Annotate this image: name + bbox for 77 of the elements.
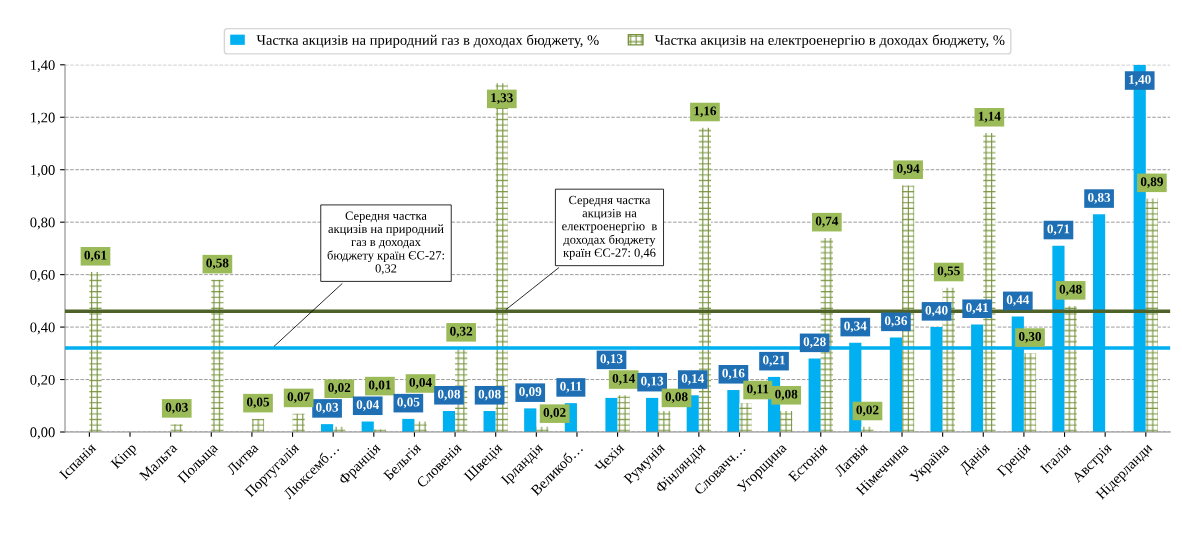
y-tick-label: 1,40 bbox=[31, 60, 55, 73]
data-label: 0,05 bbox=[397, 397, 420, 409]
ref-line-label: Середня частка акцизів на природний газ в доходах бюджету країн ЄС-27: 0,32 bbox=[327, 211, 444, 275]
data-label: 0,03 bbox=[165, 402, 188, 414]
data-label: 0,83 bbox=[1088, 192, 1111, 204]
data-label: 0,30 bbox=[1018, 331, 1042, 343]
legend-label: Частка акцизів на природний газ в доходах бюджету, % bbox=[256, 34, 599, 48]
data-label: 0,11 bbox=[747, 384, 769, 396]
data-label: 0,55 bbox=[937, 266, 960, 278]
data-label: 0,05 bbox=[246, 397, 270, 409]
bar bbox=[402, 418, 415, 432]
bar bbox=[646, 397, 659, 432]
y-tick-label: 0,80 bbox=[30, 217, 55, 230]
data-label: 0,13 bbox=[600, 354, 623, 366]
data-label: 0,71 bbox=[1047, 224, 1070, 236]
y-tick-label: 0,00 bbox=[30, 427, 55, 440]
bar bbox=[658, 411, 671, 432]
data-label: 0,02 bbox=[543, 408, 566, 419]
data-label: 0,02 bbox=[328, 383, 351, 394]
bar bbox=[414, 421, 427, 432]
bar bbox=[483, 411, 496, 432]
data-label: 0,34 bbox=[844, 321, 867, 333]
y-tick-label: 0,40 bbox=[30, 322, 55, 335]
x-tick-label: Кіпр bbox=[110, 442, 139, 472]
data-label: 0,16 bbox=[722, 368, 745, 380]
data-label: 0,04 bbox=[356, 400, 380, 411]
bar bbox=[1064, 306, 1077, 432]
data-label: 0,41 bbox=[966, 303, 989, 314]
data-label: 0,58 bbox=[206, 258, 229, 270]
data-label: 0,32 bbox=[450, 326, 473, 338]
data-label: 0,14 bbox=[681, 373, 705, 385]
bar bbox=[1023, 353, 1037, 432]
data-label: 1,33 bbox=[491, 93, 513, 105]
data-label: 0,08 bbox=[478, 389, 501, 401]
y-tick-label: 1,00 bbox=[31, 165, 55, 178]
data-label: 0,36 bbox=[884, 316, 908, 328]
bar bbox=[211, 279, 224, 432]
data-label: 1,14 bbox=[978, 111, 1001, 123]
legend-label: Частка акцизів на електроенергію в доходах бюджету, % bbox=[654, 34, 1005, 48]
bar bbox=[605, 397, 618, 432]
bar bbox=[1145, 198, 1158, 432]
y-tick-label: 0,20 bbox=[30, 374, 55, 387]
bar bbox=[251, 418, 265, 432]
data-label: 0,40 bbox=[925, 305, 948, 317]
bar bbox=[739, 403, 752, 432]
data-label: 1,40 bbox=[1129, 74, 1151, 86]
data-label: 0,03 bbox=[316, 402, 339, 414]
data-label: 0,07 bbox=[287, 392, 310, 404]
data-label: 0,14 bbox=[612, 373, 635, 385]
data-label: 0,01 bbox=[368, 380, 391, 392]
y-tick-label: 1,20 bbox=[31, 112, 55, 125]
data-label: 0,21 bbox=[762, 355, 785, 367]
data-label: 1,16 bbox=[694, 106, 717, 118]
bar bbox=[808, 358, 821, 432]
data-label: 0,94 bbox=[897, 164, 920, 175]
data-label: 0,08 bbox=[775, 389, 798, 401]
data-label: 0,04 bbox=[409, 377, 432, 389]
data-label: 0,28 bbox=[803, 337, 826, 349]
ref-line-label: Середня частка акцизів на електроенергію в доходах бюджету країн ЄС-27: 0,46 bbox=[562, 195, 657, 260]
data-label: 0,48 bbox=[1059, 284, 1082, 296]
bar bbox=[442, 411, 456, 432]
bar bbox=[727, 390, 740, 432]
data-label: 0,44 bbox=[1006, 295, 1030, 307]
data-label: 0,11 bbox=[560, 381, 582, 393]
data-label: 0,74 bbox=[815, 216, 839, 228]
data-label: 0,13 bbox=[641, 376, 664, 388]
y-tick-label: 0,60 bbox=[30, 269, 55, 282]
data-label: 0,08 bbox=[437, 389, 461, 401]
bar bbox=[292, 413, 305, 432]
data-label: 0,08 bbox=[665, 392, 688, 404]
data-label: 0,09 bbox=[519, 387, 542, 398]
bar bbox=[89, 272, 102, 432]
data-label: 0,89 bbox=[1140, 177, 1163, 189]
data-label: 0,02 bbox=[856, 405, 879, 417]
data-label: 0,61 bbox=[84, 250, 107, 262]
bar bbox=[780, 411, 793, 432]
bar bbox=[617, 395, 630, 432]
